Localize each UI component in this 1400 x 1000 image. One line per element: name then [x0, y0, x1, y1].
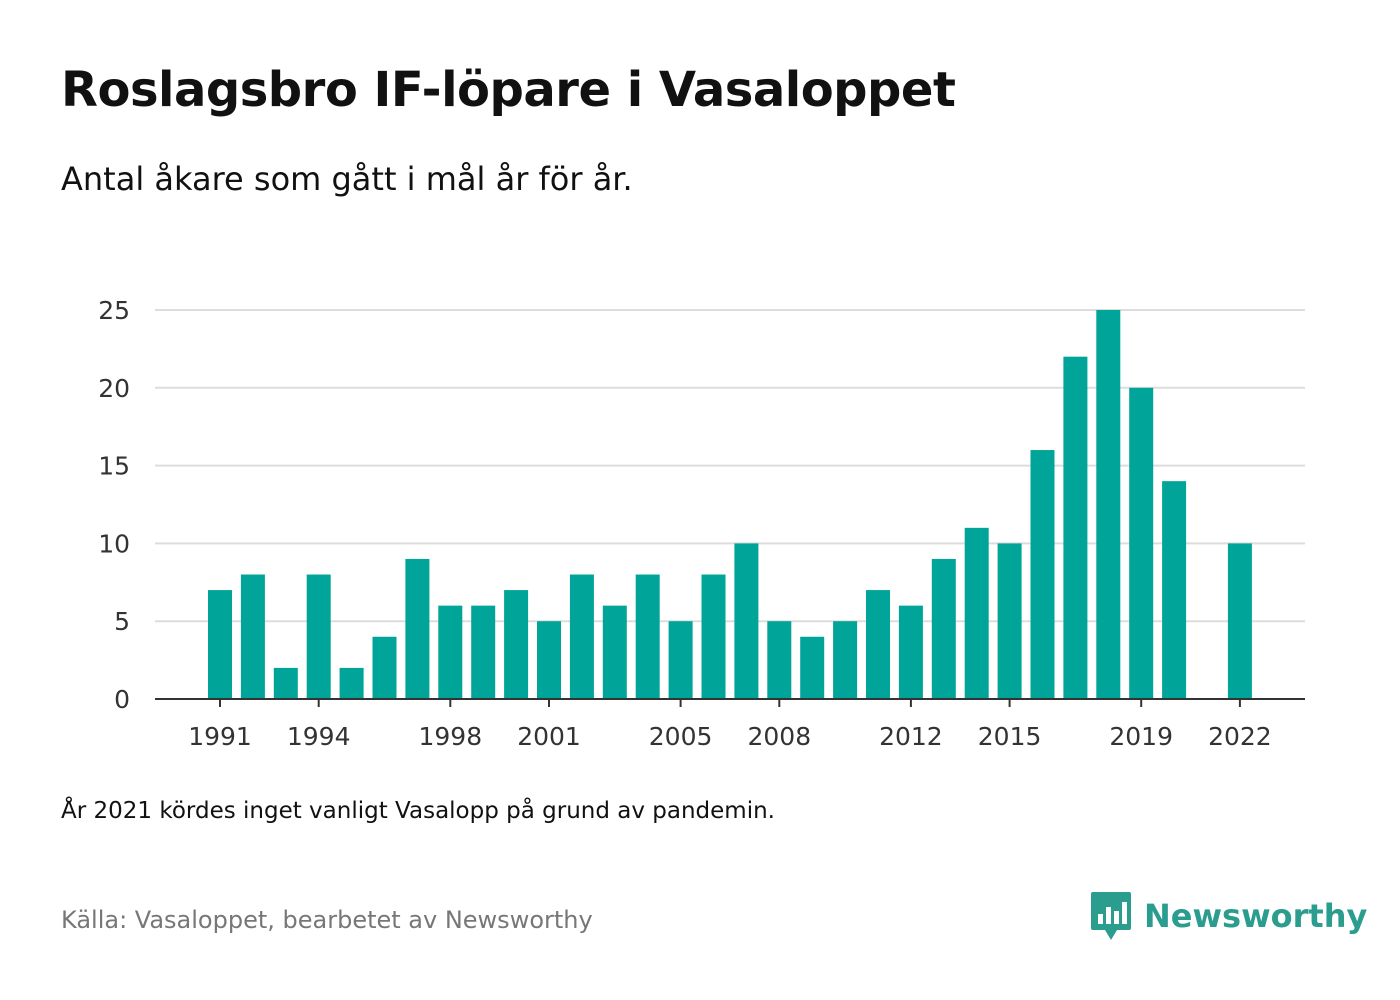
bar-1995: [339, 667, 364, 699]
bar-2011: [866, 590, 890, 699]
chart-subtitle: Antal åkare som gått i mål år för år.: [61, 160, 633, 198]
x-tick-label: 2012: [879, 722, 943, 751]
bar-1994: [306, 574, 331, 699]
chart-title: Roslagsbro IF-löpare i Vasaloppet: [61, 62, 956, 118]
bar-2018: [1096, 310, 1121, 699]
x-tick-label: 2005: [649, 722, 713, 751]
x-tick-label: 1994: [287, 722, 351, 751]
brand-name: Newsworthy: [1144, 897, 1368, 935]
bar-2020: [1162, 481, 1187, 699]
x-tick-label: 1991: [188, 722, 252, 751]
source-credit: Källa: Vasaloppet, bearbetet av Newswort…: [61, 906, 593, 934]
y-tick-label: 0: [114, 685, 130, 714]
bar-1999: [471, 605, 496, 699]
bar-2005: [668, 621, 693, 699]
y-tick-label: 20: [98, 374, 130, 403]
bar-2003: [602, 605, 627, 699]
bar-1993: [273, 667, 298, 699]
bar-2004: [635, 574, 660, 699]
bar-2006: [701, 574, 726, 699]
bar-1992: [240, 574, 265, 699]
bar-2008: [767, 621, 792, 699]
chart-footnote: År 2021 kördes inget vanligt Vasalopp på…: [61, 798, 775, 824]
bar-2017: [1063, 356, 1088, 699]
bar-1991: [208, 590, 232, 699]
bar-2014: [964, 527, 989, 699]
y-axis-tick-labels: 0 5 10 15 20 25: [98, 296, 130, 714]
x-tick-label: 2019: [1109, 722, 1173, 751]
y-tick-label: 5: [114, 607, 130, 636]
bar-2013: [931, 558, 956, 699]
bar-2007: [734, 543, 759, 699]
x-tick-label: 2001: [517, 722, 581, 751]
x-tick-label: 1998: [418, 722, 482, 751]
bar-2009: [800, 636, 825, 699]
y-tick-label: 15: [98, 452, 130, 481]
newsworthy-logo-icon: [1091, 892, 1131, 940]
bar-chart: 0 5 10 15 20 25 1991 1994 1998 2001 2005 2008 2012 2…: [98, 296, 1305, 751]
bar-1996: [372, 636, 397, 699]
bar-1998: [438, 605, 463, 699]
y-tick-label: 10: [98, 529, 130, 558]
bar-2002: [569, 574, 594, 699]
bar-2022: [1227, 543, 1252, 699]
bar-2015: [997, 543, 1022, 699]
y-tick-label: 25: [98, 296, 130, 325]
x-axis-tick-labels: 1991 1994 1998 2001 2005 2008 2012 2015 2019 2022: [188, 699, 1272, 751]
x-tick-label: 2008: [747, 722, 811, 751]
x-tick-label: 2015: [978, 722, 1042, 751]
brand-logo: Newsworthy: [1090, 890, 1367, 942]
bar-2000: [504, 590, 529, 699]
bar-1997: [405, 558, 430, 699]
bar-2012: [898, 605, 923, 699]
bar-2001: [537, 621, 561, 699]
bar-2010: [833, 621, 858, 699]
bar-2016: [1030, 450, 1055, 699]
bars: [208, 310, 1252, 699]
bar-2019: [1129, 387, 1154, 699]
x-tick-label: 2022: [1208, 722, 1272, 751]
